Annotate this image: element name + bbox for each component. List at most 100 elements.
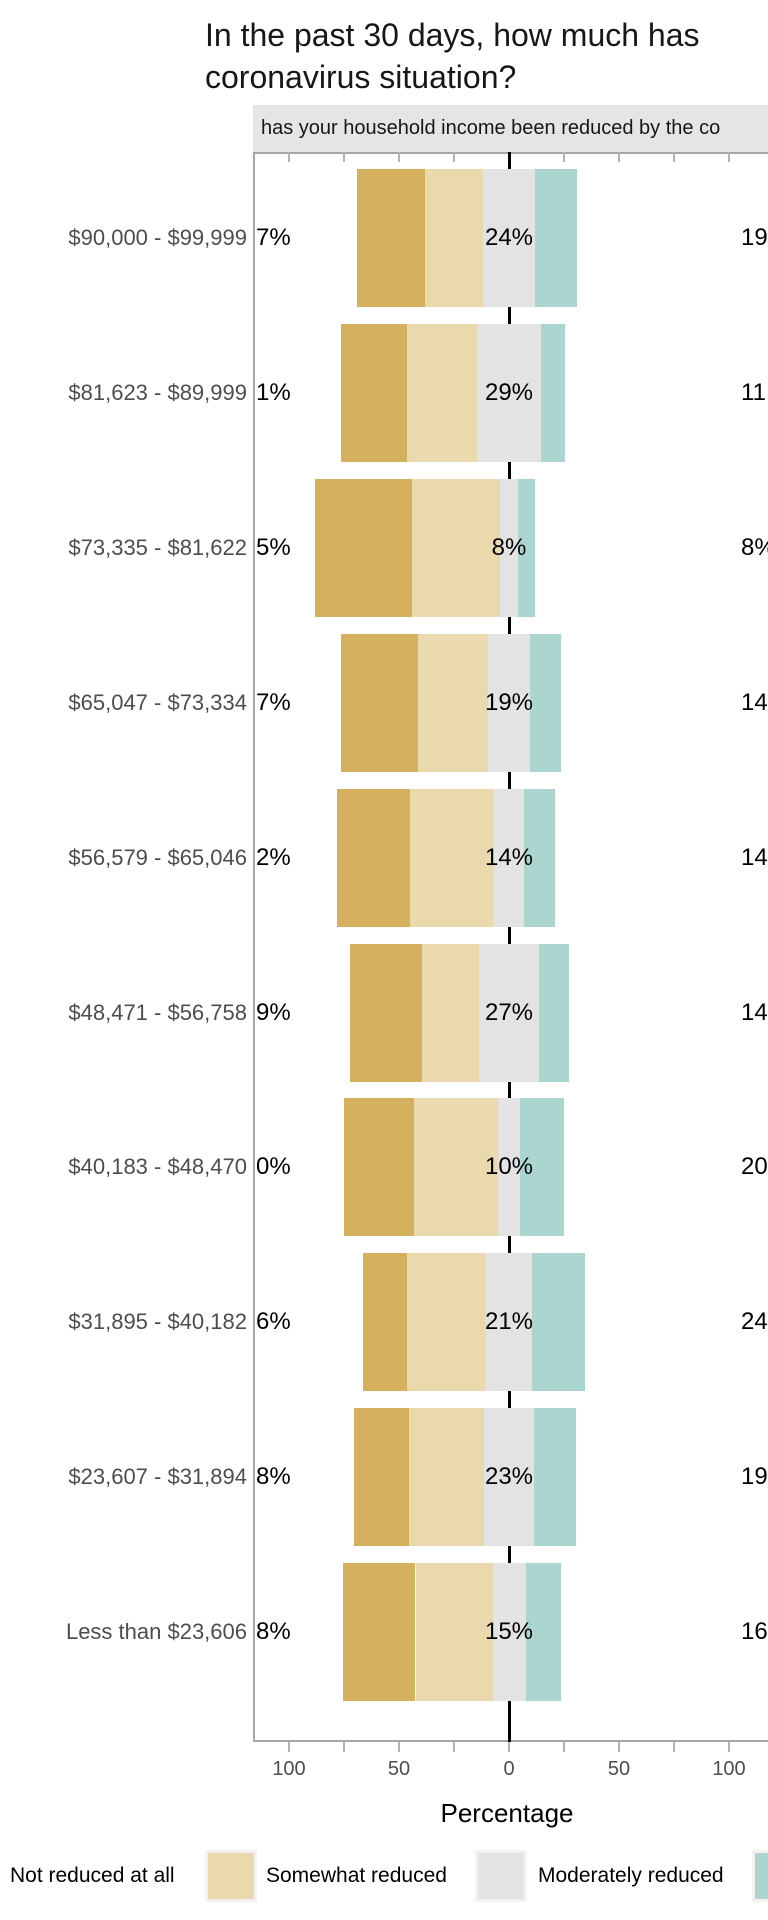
bar-segment-somewhat-reduced (415, 1563, 493, 1702)
bar-segment-clipped (525, 1563, 561, 1702)
right-total-label: 11 (741, 378, 766, 406)
top-tick (728, 152, 730, 162)
bar-segment-moderately-reduced (485, 1253, 533, 1392)
legend-label: Not reduced at all (10, 1864, 175, 1887)
top-tick (288, 152, 290, 162)
bar-segment-somewhat-reduced (414, 1098, 498, 1237)
bar-segment-moderately-reduced (479, 943, 539, 1082)
right-total-label: 14 (741, 688, 768, 716)
bar-segment-moderately-reduced (492, 1563, 526, 1702)
bottom-tick (288, 1742, 290, 1752)
bar-segment-somewhat-reduced (422, 943, 480, 1082)
center-neutral-label: 24% (484, 224, 534, 251)
legend-key-swatch (755, 1853, 768, 1899)
bar-segment-clipped (532, 1253, 585, 1392)
bar-segment-not-reduced-at-all (340, 633, 418, 772)
right-total-label: 14 (741, 843, 768, 871)
legend-label: Moderately reduced (538, 1864, 724, 1887)
bar-segment-somewhat-reduced (408, 1408, 484, 1547)
bar-segment-clipped (535, 169, 578, 307)
category-label: $56,579 - $65,046 (68, 844, 247, 870)
bar-segment-not-reduced-at-all (315, 478, 413, 617)
legend-key-swatch (208, 1853, 254, 1899)
x-axis-tick-label: 100 (272, 1758, 306, 1780)
facet-strip: has your household income been reduced b… (253, 105, 768, 152)
right-total-label: 14 (741, 998, 768, 1026)
bar-segment-somewhat-reduced (417, 633, 489, 772)
bottom-tick (618, 1742, 620, 1752)
left-total-label: 9% (256, 998, 291, 1026)
left-total-label: 8% (256, 1618, 291, 1646)
chart-title: In the past 30 days, how much has corona… (205, 14, 768, 98)
bar-segment-moderately-reduced (488, 633, 530, 772)
bar-segment-not-reduced-at-all (337, 788, 410, 927)
bar-segment-moderately-reduced (498, 1098, 520, 1237)
right-total-label: 16 (741, 1618, 768, 1646)
category-label: $31,895 - $40,182 (68, 1309, 247, 1335)
right-total-label: 20 (741, 1153, 768, 1181)
left-total-label: 6% (256, 1308, 291, 1336)
bar-segment-moderately-reduced (477, 323, 541, 462)
bottom-tick (398, 1742, 400, 1752)
bar-segment-not-reduced-at-all (357, 169, 426, 307)
center-neutral-label: 8% (491, 533, 527, 561)
left-total-label: 0% (256, 1153, 291, 1181)
bottom-tick (508, 1742, 510, 1752)
chart-title-line2: coronavirus situation? (205, 59, 517, 95)
bar-segment-somewhat-reduced (412, 478, 501, 617)
bar-segment-moderately-reduced (493, 788, 525, 927)
category-label: Less than $23,606 (65, 1619, 247, 1645)
right-total-label: 19 (741, 1463, 768, 1491)
category-label: $73,335 - $81,622 (68, 534, 247, 560)
left-total-label: 7% (256, 688, 291, 716)
bar-segment-not-reduced-at-all (344, 1098, 415, 1237)
x-axis-tick-label: 100 (712, 1758, 746, 1780)
center-neutral-label: 19% (484, 688, 534, 716)
bar-segment-moderately-reduced (483, 1408, 535, 1547)
top-tick (618, 152, 620, 162)
top-tick (453, 152, 455, 162)
legend-label: Somewhat reduced (266, 1864, 447, 1887)
category-label: $40,183 - $48,470 (68, 1154, 247, 1180)
left-total-label: 5% (256, 533, 291, 561)
bar-segment-moderately-reduced (500, 478, 518, 617)
bar-segment-clipped (538, 943, 570, 1082)
top-tick (563, 152, 565, 162)
right-total-label: 8% (741, 533, 768, 561)
center-neutral-label: 23% (484, 1463, 534, 1491)
right-total-label: 24 (741, 1308, 768, 1336)
center-neutral-label: 27% (484, 998, 534, 1026)
category-label: $48,471 - $56,758 (68, 999, 247, 1025)
bar-segment-clipped (540, 323, 566, 462)
x-axis-title: Percentage (440, 1798, 574, 1828)
bar-segment-clipped (524, 788, 556, 927)
x-axis-tick-label: 50 (387, 1758, 411, 1780)
legend-key-swatch (478, 1853, 524, 1899)
right-total-label: 19 (741, 224, 768, 251)
bar-segment-not-reduced-at-all (340, 323, 407, 462)
left-total-label: 1% (256, 378, 291, 406)
bar-segment-somewhat-reduced (406, 323, 478, 462)
bar-segment-somewhat-reduced (425, 169, 483, 307)
bottom-tick (343, 1742, 345, 1752)
facet-strip-label: has your household income been reduced b… (261, 117, 721, 139)
left-total-label: 2% (256, 843, 291, 871)
bar-segment-not-reduced-at-all (353, 1408, 409, 1547)
left-total-label: 7% (256, 224, 291, 251)
center-neutral-label: 15% (484, 1618, 534, 1646)
category-label: $90,000 - $99,999 (68, 225, 247, 250)
bar-segment-somewhat-reduced (410, 788, 494, 927)
center-neutral-label: 10% (484, 1153, 534, 1181)
top-tick (398, 152, 400, 162)
bottom-tick (673, 1742, 675, 1752)
center-neutral-label: 14% (484, 843, 534, 871)
bar-segment-clipped (534, 1408, 577, 1547)
category-label: $81,623 - $89,999 (68, 379, 247, 405)
category-label: $65,047 - $73,334 (68, 689, 247, 715)
bar-segment-clipped (517, 478, 536, 617)
bar-segment-clipped (520, 1098, 564, 1237)
top-tick (343, 152, 345, 162)
chart-title-line1: In the past 30 days, how much has (205, 17, 700, 53)
bar-segment-not-reduced-at-all (349, 943, 423, 1082)
